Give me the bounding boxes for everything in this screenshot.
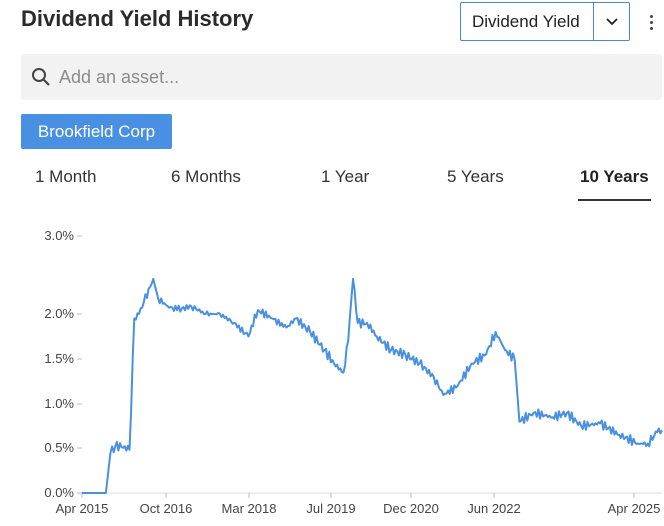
- tab-5-years[interactable]: 5 Years: [447, 167, 504, 186]
- chevron-down-icon[interactable]: [593, 3, 629, 40]
- search-icon: [31, 67, 51, 87]
- asset-chip[interactable]: Brookfield Corp: [21, 114, 172, 149]
- metric-select-value[interactable]: Dividend Yield: [472, 11, 580, 31]
- metric-select[interactable]: Dividend Yield: [460, 2, 630, 41]
- y-tick-label: 3.0%: [44, 228, 74, 243]
- time-range-tabs: 1 Month 6 Months 1 Year 5 Years 10 Years: [0, 163, 664, 203]
- x-tick-label: Oct 2016: [140, 501, 193, 516]
- search-input[interactable]: [59, 66, 619, 88]
- page-title: Dividend Yield History: [21, 6, 254, 31]
- x-tick-label: Jul 2019: [306, 501, 355, 516]
- tab-1-month[interactable]: 1 Month: [35, 167, 97, 186]
- dividend-yield-chart: 0.0% 0.5% 1.0% 1.5% 2.0% 3.0% Apr 2015 Oct 2016…: [44, 228, 663, 516]
- tab-1-year[interactable]: 1 Year: [321, 167, 370, 186]
- search-bar[interactable]: [21, 54, 662, 100]
- y-tick-label: 0.5%: [44, 440, 74, 455]
- x-tick-label: Dec 2020: [383, 501, 439, 516]
- tab-10-years[interactable]: 10 Years: [580, 167, 649, 186]
- y-tick-label: 1.5%: [44, 351, 74, 366]
- y-tick-label: 0.0%: [44, 485, 74, 500]
- x-tick-label: Apr 2025: [608, 501, 661, 516]
- x-tick-label: Mar 2018: [222, 501, 277, 516]
- tab-6-months[interactable]: 6 Months: [171, 167, 241, 186]
- more-options-icon[interactable]: [646, 10, 656, 34]
- x-tick-label: Jun 2022: [467, 501, 521, 516]
- active-tab-indicator: [578, 199, 651, 201]
- y-tick-label: 1.0%: [44, 396, 74, 411]
- y-tick-label: 2.0%: [44, 306, 74, 321]
- x-tick-label: Apr 2015: [56, 501, 109, 516]
- series-line: [82, 277, 663, 494]
